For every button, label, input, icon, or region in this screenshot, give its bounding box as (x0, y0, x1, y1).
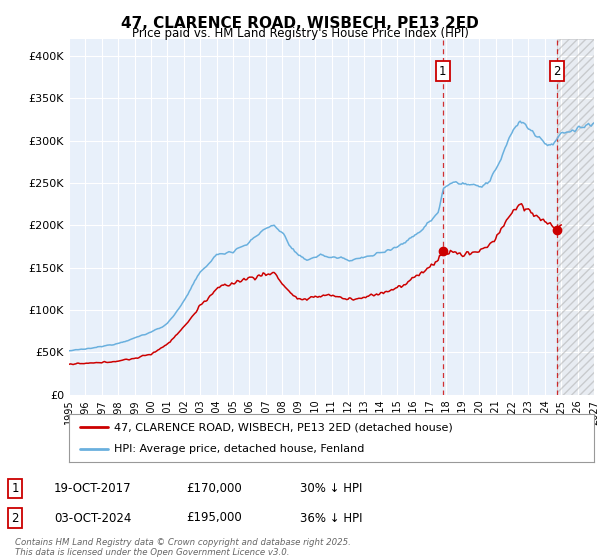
Text: 19-OCT-2017: 19-OCT-2017 (54, 482, 131, 495)
Text: 03-OCT-2024: 03-OCT-2024 (54, 511, 131, 525)
Text: 2: 2 (553, 64, 561, 78)
Text: 47, CLARENCE ROAD, WISBECH, PE13 2ED (detached house): 47, CLARENCE ROAD, WISBECH, PE13 2ED (de… (113, 422, 452, 432)
Text: HPI: Average price, detached house, Fenland: HPI: Average price, detached house, Fenl… (113, 444, 364, 454)
Text: 47, CLARENCE ROAD, WISBECH, PE13 2ED: 47, CLARENCE ROAD, WISBECH, PE13 2ED (121, 16, 479, 31)
Text: Contains HM Land Registry data © Crown copyright and database right 2025.
This d: Contains HM Land Registry data © Crown c… (15, 538, 351, 557)
Text: 1: 1 (439, 64, 446, 78)
Text: £195,000: £195,000 (186, 511, 242, 525)
Text: 36% ↓ HPI: 36% ↓ HPI (300, 511, 362, 525)
Bar (557, 39, 594, 395)
Text: 2: 2 (11, 511, 19, 525)
Bar (557, 39, 594, 395)
Text: 30% ↓ HPI: 30% ↓ HPI (300, 482, 362, 495)
Text: Price paid vs. HM Land Registry's House Price Index (HPI): Price paid vs. HM Land Registry's House … (131, 27, 469, 40)
Text: 1: 1 (11, 482, 19, 495)
Text: £170,000: £170,000 (186, 482, 242, 495)
